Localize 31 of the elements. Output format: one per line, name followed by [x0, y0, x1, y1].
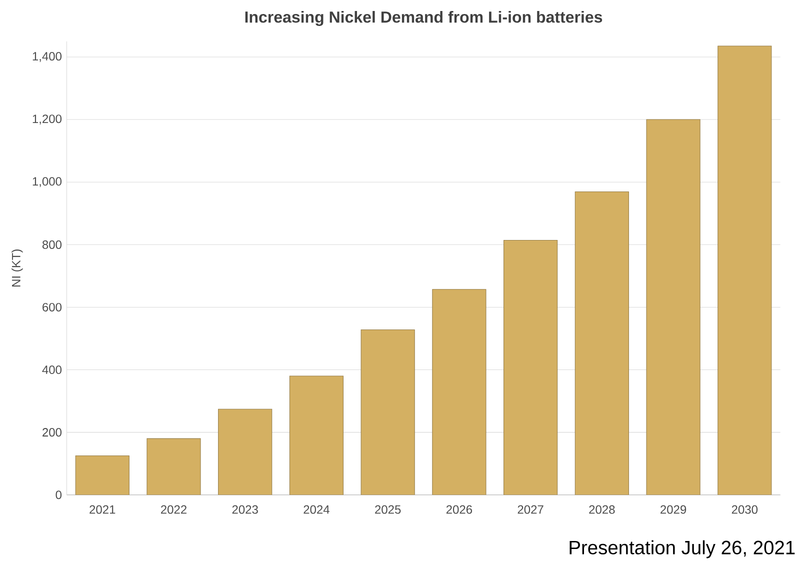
- y-tick-label: 800: [42, 240, 62, 249]
- chart-title: Increasing Nickel Demand from Li-ion batteries: [245, 10, 602, 26]
- bar: [504, 240, 558, 495]
- x-tick-label: 2027: [518, 505, 544, 514]
- y-tick-label: 400: [42, 365, 62, 374]
- x-tick-label: 2022: [160, 505, 186, 514]
- x-tick-label: 2028: [589, 505, 615, 514]
- x-tick-label: 2029: [660, 505, 686, 514]
- bar: [432, 289, 486, 495]
- y-axis-title: NI (KT): [12, 249, 23, 286]
- bar: [75, 455, 130, 495]
- x-tick-label: 2026: [446, 505, 472, 514]
- bar: [646, 119, 700, 495]
- x-tick-label: 2024: [304, 505, 330, 514]
- bar: [574, 191, 629, 495]
- bar: [218, 408, 272, 495]
- y-tick-label: 0: [56, 490, 62, 500]
- x-tick-label: 2030: [732, 505, 758, 514]
- y-tick-label: 1,400: [32, 52, 62, 62]
- bar: [146, 438, 201, 495]
- x-tick-label: 2025: [375, 505, 401, 514]
- x-tick-label: 2021: [90, 505, 116, 514]
- bar: [718, 46, 772, 495]
- y-tick-label: 600: [42, 302, 62, 312]
- text: Presentation July 26, 2021: [570, 540, 795, 558]
- x-tick-label: 2023: [232, 505, 258, 514]
- y-tick-label: 200: [42, 428, 62, 436]
- bar: [360, 329, 415, 495]
- bar: [289, 376, 344, 495]
- y-tick-label: 1,200: [32, 114, 62, 124]
- y-tick-label: 1,000: [32, 177, 62, 187]
